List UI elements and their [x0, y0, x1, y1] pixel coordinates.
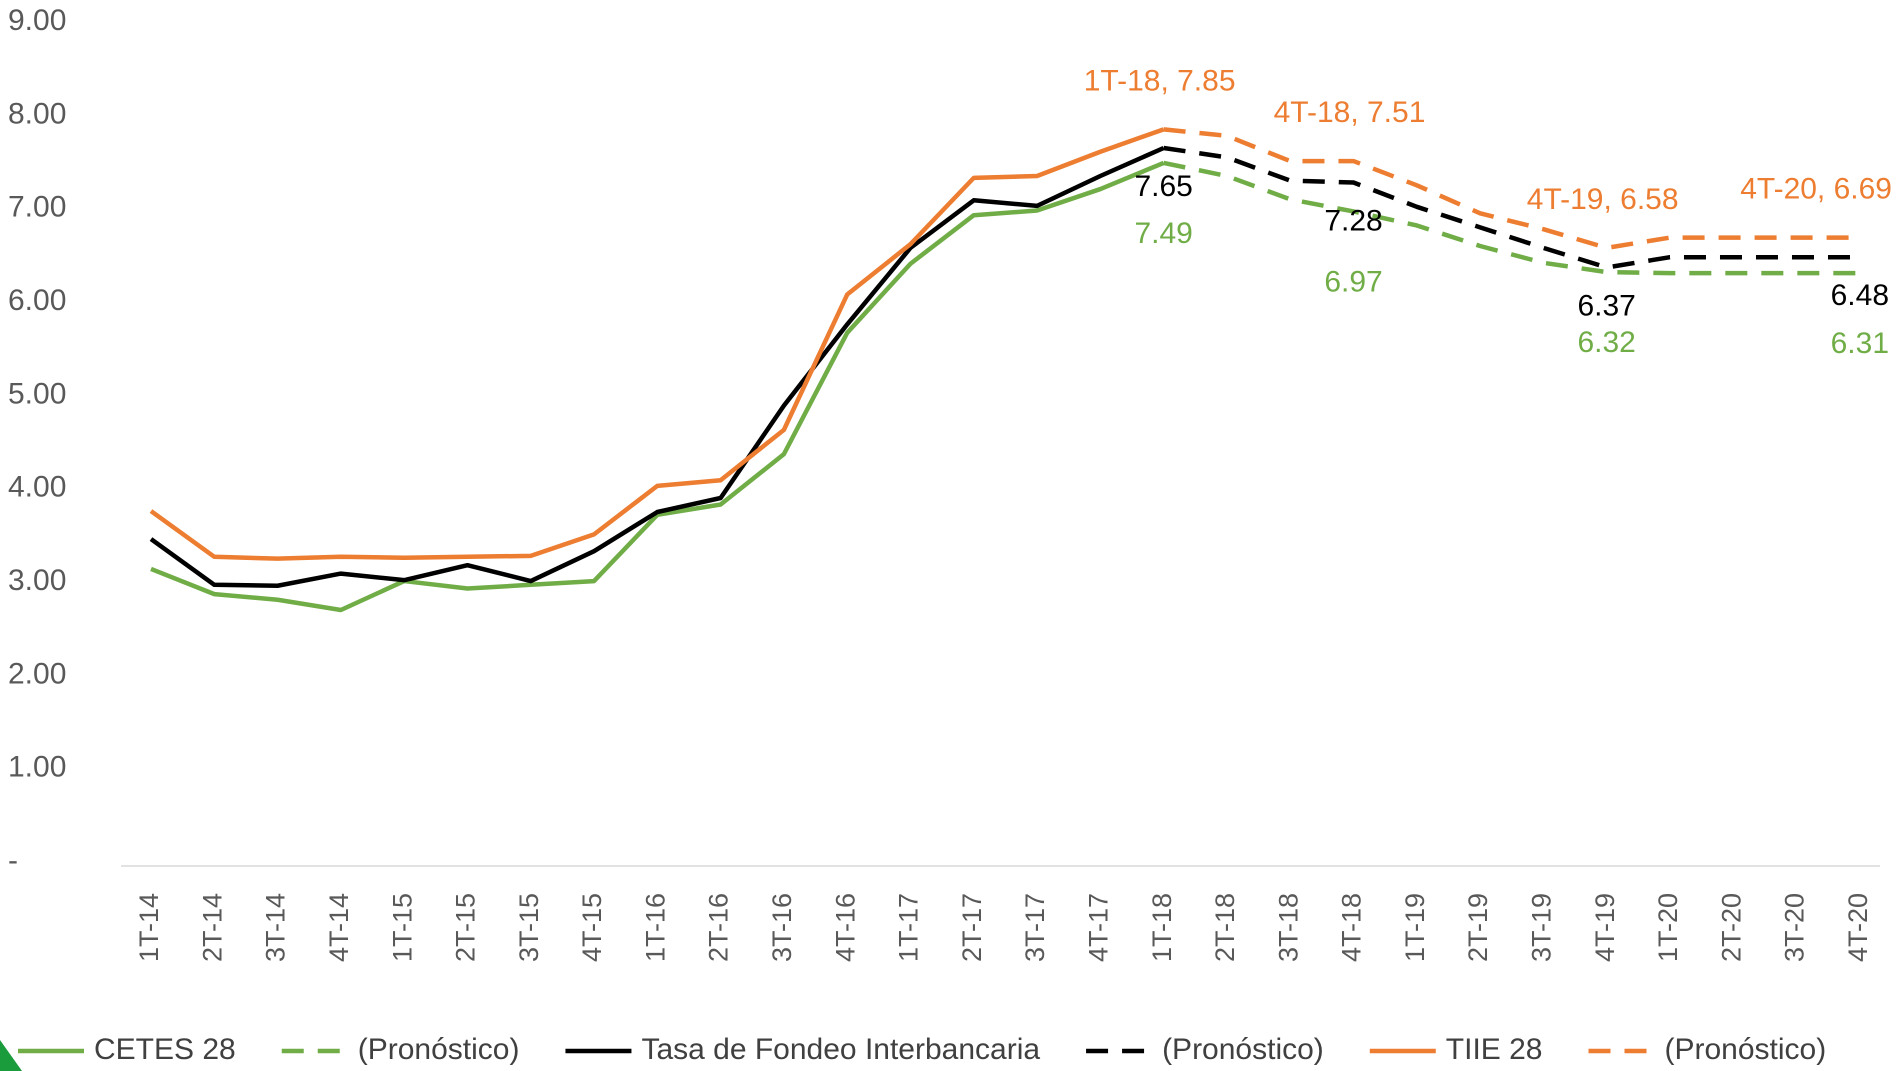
x-tick-label: 4T-14 [324, 893, 354, 962]
y-tick-label: 2.00 [8, 657, 66, 690]
y-tick-label: 5.00 [8, 377, 66, 410]
legend-label: CETES 28 [94, 1033, 236, 1066]
x-tick-label: 2T-15 [451, 893, 481, 962]
data-label: 4T-20, 6.69 [1740, 173, 1892, 206]
legend-label: (Pronóstico) [1665, 1033, 1827, 1066]
data-label: 6.37 [1577, 289, 1635, 322]
x-tick-label: 4T-19 [1590, 893, 1620, 962]
x-tick-label: 2T-19 [1463, 893, 1493, 962]
series-line [1163, 145, 1860, 270]
x-tick-label: 1T-16 [640, 893, 670, 962]
corner-decoration [0, 1040, 22, 1071]
x-tick-label: 3T-19 [1527, 893, 1557, 962]
y-tick-label: 1.00 [8, 751, 66, 784]
x-tick-label: 1T-19 [1400, 893, 1430, 962]
x-tick-label: 3T-17 [1020, 893, 1050, 962]
legend: CETES 28 (Pronóstico) Tasa de Fondeo Inter… [18, 1033, 1826, 1066]
y-tick-label: 3.00 [8, 564, 66, 597]
x-tick-label: 2T-18 [1210, 893, 1240, 962]
series-line [1163, 127, 1860, 251]
data-label: 4T-19, 6.58 [1527, 183, 1679, 216]
x-tick-label: 1T-14 [134, 893, 164, 962]
x-tick-label: 1T-20 [1653, 893, 1683, 962]
data-label: 6.48 [1831, 279, 1889, 312]
data-label: 7.65 [1134, 170, 1192, 203]
x-tick-label: 4T-20 [1843, 893, 1873, 962]
series-line [150, 160, 1165, 613]
x-tick-label: 1T-17 [894, 893, 924, 962]
x-tick-label: 4T-16 [830, 893, 860, 962]
legend-label: Tasa de Fondeo Interbancaria [641, 1033, 1040, 1066]
series-line [149, 127, 1165, 561]
data-label: 7.28 [1324, 204, 1382, 237]
series-line [149, 145, 1165, 588]
y-tick-label: 8.00 [8, 97, 66, 130]
x-tick-label: 4T-18 [1337, 893, 1367, 962]
y-tick-label: 7.00 [8, 191, 66, 224]
data-label: 6.32 [1577, 326, 1635, 359]
y-tick-label: 4.00 [8, 471, 66, 504]
series-line [1163, 160, 1860, 276]
legend-label: TIIE 28 [1446, 1033, 1543, 1066]
x-tick-label: 3T-16 [767, 893, 797, 962]
y-tick-label: 6.00 [8, 284, 66, 317]
legend-label: (Pronóstico) [1162, 1033, 1324, 1066]
data-label: 6.31 [1831, 327, 1889, 360]
x-tick-label: 3T-18 [1273, 893, 1303, 962]
x-tick-label: 3T-20 [1780, 893, 1810, 962]
legend-label: (Pronóstico) [358, 1033, 520, 1066]
y-tick-label: - [8, 844, 18, 877]
x-tick-label: 3T-15 [514, 893, 544, 962]
x-tick-label: 2T-20 [1716, 893, 1746, 962]
x-tick-label: 2T-17 [957, 893, 987, 962]
x-tick-label: 3T-14 [261, 893, 291, 962]
data-label: 4T-18, 7.51 [1274, 96, 1426, 129]
x-tick-label: 4T-17 [1083, 893, 1113, 962]
x-tick-label: 1T-18 [1147, 893, 1177, 962]
data-label: 7.49 [1134, 217, 1192, 250]
y-tick-label: 9.00 [8, 4, 66, 37]
data-label: 1T-18, 7.85 [1084, 64, 1236, 97]
data-label: 6.97 [1324, 265, 1382, 298]
x-tick-label: 2T-14 [197, 893, 227, 962]
x-tick-label: 2T-16 [704, 893, 734, 962]
x-tick-label: 4T-15 [577, 893, 607, 962]
x-tick-label: 1T-15 [387, 893, 417, 962]
